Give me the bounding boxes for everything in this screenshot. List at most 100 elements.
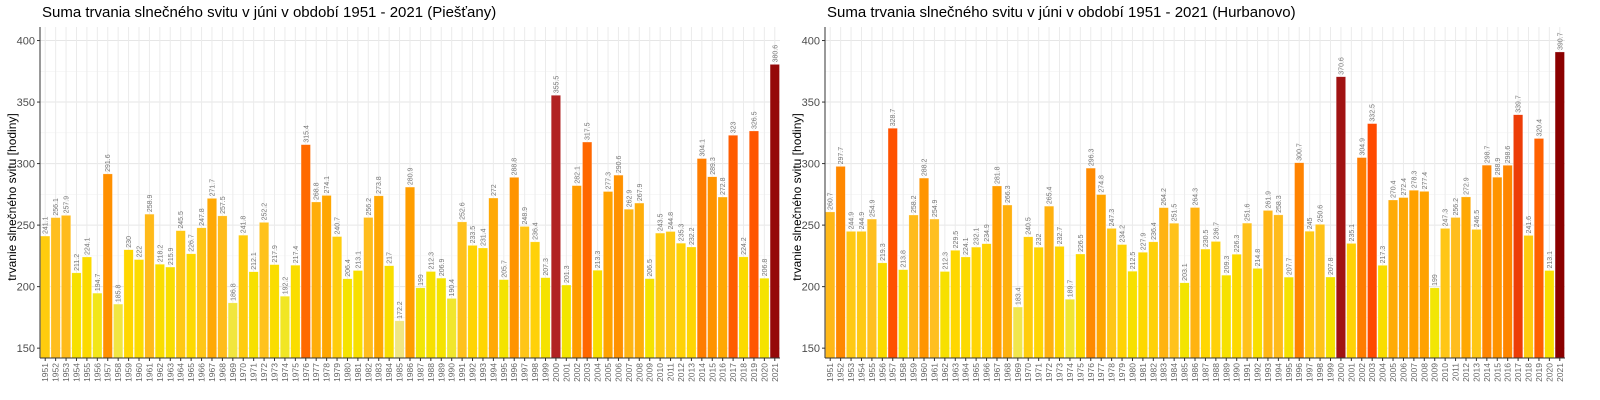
data-label: 272.9 — [1463, 177, 1470, 195]
x-tick-label: 1965 — [186, 363, 196, 382]
x-tick-label: 1983 — [1159, 363, 1169, 382]
bar-1960 — [134, 259, 144, 359]
bar-1986 — [405, 186, 415, 359]
x-tick-label: 1952 — [836, 363, 846, 382]
bar-1978 — [321, 195, 332, 359]
data-label: 224.2 — [741, 237, 748, 255]
bar-1966 — [196, 227, 207, 359]
data-label: 243.5 — [658, 213, 665, 231]
x-tick-label: 2016 — [1503, 363, 1513, 382]
data-label: 211.2 — [74, 254, 81, 271]
x-tick-label: 1957 — [888, 363, 898, 382]
y-tick-label: 300 — [17, 159, 35, 171]
bar-1960 — [919, 177, 929, 359]
x-tick-label: 1975 — [1075, 363, 1085, 382]
data-label: 217.4 — [293, 246, 300, 264]
data-label: 277.3 — [606, 172, 613, 190]
x-tick-label: 1987 — [415, 363, 425, 382]
bar-1965 — [971, 246, 982, 359]
data-label: 332.5 — [1370, 104, 1377, 122]
data-label: 282.1 — [574, 166, 581, 184]
bar-2010 — [655, 232, 666, 359]
data-label: 207.7 — [1286, 258, 1293, 276]
data-label: 206.4 — [345, 259, 352, 277]
data-label: 207.3 — [543, 258, 550, 276]
bar-1993 — [1263, 210, 1273, 359]
data-label: 266.3 — [1005, 185, 1012, 203]
x-tick-label: 1956 — [92, 363, 102, 382]
bar-1956 — [92, 292, 103, 359]
data-label: 248.9 — [522, 207, 529, 225]
x-tick-label: 1969 — [228, 363, 238, 382]
data-label: 199 — [418, 274, 425, 286]
bar-1986 — [1190, 207, 1200, 359]
bar-1996 — [1294, 162, 1305, 359]
y-tick-label: 200 — [802, 282, 820, 294]
data-label: 213.1 — [1547, 251, 1554, 269]
bar-1995 — [1283, 276, 1294, 359]
data-label: 172.2 — [397, 301, 404, 319]
x-tick-label: 2009 — [645, 363, 655, 382]
x-tick-label: 1960 — [134, 363, 144, 382]
x-tick-label: 1971 — [1034, 363, 1044, 382]
x-tick-label: 1959 — [909, 363, 919, 382]
data-label: 328.7 — [890, 109, 897, 127]
x-tick-label: 1993 — [1263, 363, 1273, 382]
x-tick-label: 1996 — [509, 363, 519, 382]
data-label: 251.6 — [1245, 204, 1252, 222]
bar-1984 — [1169, 223, 1180, 359]
bar-2010 — [1440, 228, 1451, 359]
x-tick-label: 2021 — [1555, 363, 1565, 382]
data-label: 217 — [387, 252, 394, 264]
data-label: 236.7 — [1213, 222, 1220, 240]
data-label: 291.6 — [105, 154, 112, 172]
x-tick-label: 1993 — [478, 363, 488, 382]
bar-2014 — [1481, 164, 1492, 359]
bar-1989 — [1221, 274, 1232, 359]
x-tick-label: 1972 — [1044, 363, 1054, 382]
x-tick-label: 1995 — [499, 363, 509, 382]
bar-1995 — [498, 279, 509, 359]
data-label: 203.1 — [1182, 263, 1189, 281]
data-label: 296.3 — [1088, 149, 1095, 167]
y-tick-label: 400 — [17, 36, 35, 48]
x-tick-label: 2005 — [603, 363, 613, 382]
bar-1990 — [1231, 254, 1242, 359]
bar-2011 — [1450, 217, 1461, 359]
bar-2008 — [1419, 191, 1430, 359]
data-label: 222 — [137, 246, 144, 258]
data-label: 232.1 — [974, 228, 981, 246]
x-tick-label: 2014 — [697, 363, 707, 382]
data-label: 224.1 — [963, 237, 970, 255]
bar-1971 — [248, 271, 259, 359]
x-tick-label: 2019 — [1534, 363, 1544, 382]
bar-1975 — [1075, 253, 1086, 359]
bar-2012 — [1461, 196, 1471, 359]
data-label: 226.7 — [189, 234, 196, 252]
x-tick-label: 2001 — [1346, 363, 1356, 382]
data-label: 323 — [731, 121, 738, 133]
bar-1962 — [939, 271, 950, 359]
bar-1970 — [238, 234, 249, 359]
bar-1971 — [1033, 247, 1044, 359]
data-label: 232 — [1036, 233, 1043, 245]
data-label: 226.3 — [1234, 235, 1241, 253]
x-tick-label: 1970 — [1023, 363, 1033, 382]
data-label: 213.3 — [595, 251, 602, 269]
data-label: 260.7 — [828, 192, 835, 210]
bar-2003 — [582, 141, 593, 359]
x-tick-label: 2007 — [1409, 363, 1419, 382]
data-label: 241.6 — [1526, 216, 1533, 234]
x-tick-label: 1969 — [1013, 363, 1023, 382]
x-tick-label: 2006 — [1398, 363, 1408, 382]
x-tick-label: 2008 — [634, 363, 644, 382]
bar-1978 — [1106, 228, 1117, 359]
x-tick-label: 1960 — [919, 363, 929, 382]
x-tick-label: 2021 — [770, 363, 780, 382]
data-label: 264.2 — [1161, 188, 1168, 206]
data-label: 380.6 — [772, 45, 779, 63]
bar-1955 — [866, 218, 877, 359]
x-tick-label: 1958 — [898, 363, 908, 382]
bar-1997 — [519, 226, 530, 359]
x-tick-label: 1964 — [176, 363, 186, 382]
